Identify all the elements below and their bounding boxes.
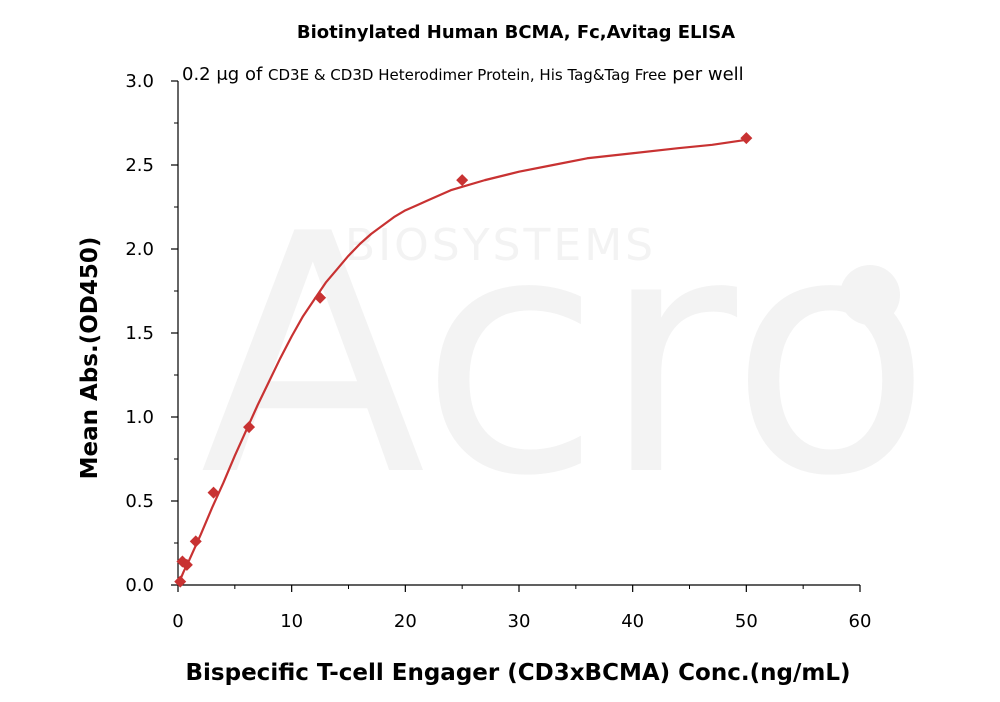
x-tick-label: 50 <box>735 611 758 632</box>
fit-curve-layer <box>176 138 747 586</box>
y-tick-label: 1.5 <box>125 323 154 344</box>
fit-curve <box>176 138 747 586</box>
y-tick-label: 3.0 <box>125 71 154 92</box>
data-point <box>456 174 469 187</box>
watermark-dot <box>840 265 900 325</box>
ticks: 0 10 20 30 40 50 60 0.0 0.5 1.0 1.5 2.0 2.5 3.0 <box>125 71 871 632</box>
y-tick-label: 0.0 <box>125 575 154 596</box>
chart-subtitle: 0.2 μg of CD3E & CD3D Heterodimer Protei… <box>182 64 744 85</box>
chart-title: Biotinylated Human BCMA, Fc,Avitag ELISA <box>297 22 735 43</box>
data-point <box>174 575 187 588</box>
x-tick-label: 20 <box>394 611 417 632</box>
subtitle-prefix: 0.2 μg of <box>182 64 268 85</box>
data-points <box>174 132 753 588</box>
y-tick-label: 0.5 <box>125 491 154 512</box>
data-point <box>243 421 256 434</box>
x-tick-label: 40 <box>621 611 644 632</box>
y-tick-label: 2.0 <box>125 239 154 260</box>
data-point <box>180 558 193 571</box>
watermark-text: BIOSYSTEMS <box>345 220 656 271</box>
subtitle-suffix: per well <box>667 64 744 85</box>
watermark: Acro BIOSYSTEMS <box>200 164 932 548</box>
subtitle-protein: CD3E & CD3D Heterodimer Protein, His Tag… <box>268 66 667 84</box>
x-tick-label: 30 <box>508 611 531 632</box>
x-tick-label: 10 <box>280 611 303 632</box>
data-point <box>740 132 753 145</box>
watermark-logo: Acro <box>200 164 932 548</box>
x-tick-label: 60 <box>849 611 872 632</box>
y-tick-label: 2.5 <box>125 155 154 176</box>
x-tick-label: 0 <box>172 611 183 632</box>
y-tick-label: 1.0 <box>125 407 154 428</box>
x-axis-label: Bispecific T-cell Engager (CD3xBCMA) Con… <box>186 660 851 686</box>
data-point <box>189 535 202 548</box>
data-point <box>314 291 327 304</box>
y-axis-label: Mean Abs.(OD450) <box>77 237 103 480</box>
data-point <box>207 486 220 499</box>
